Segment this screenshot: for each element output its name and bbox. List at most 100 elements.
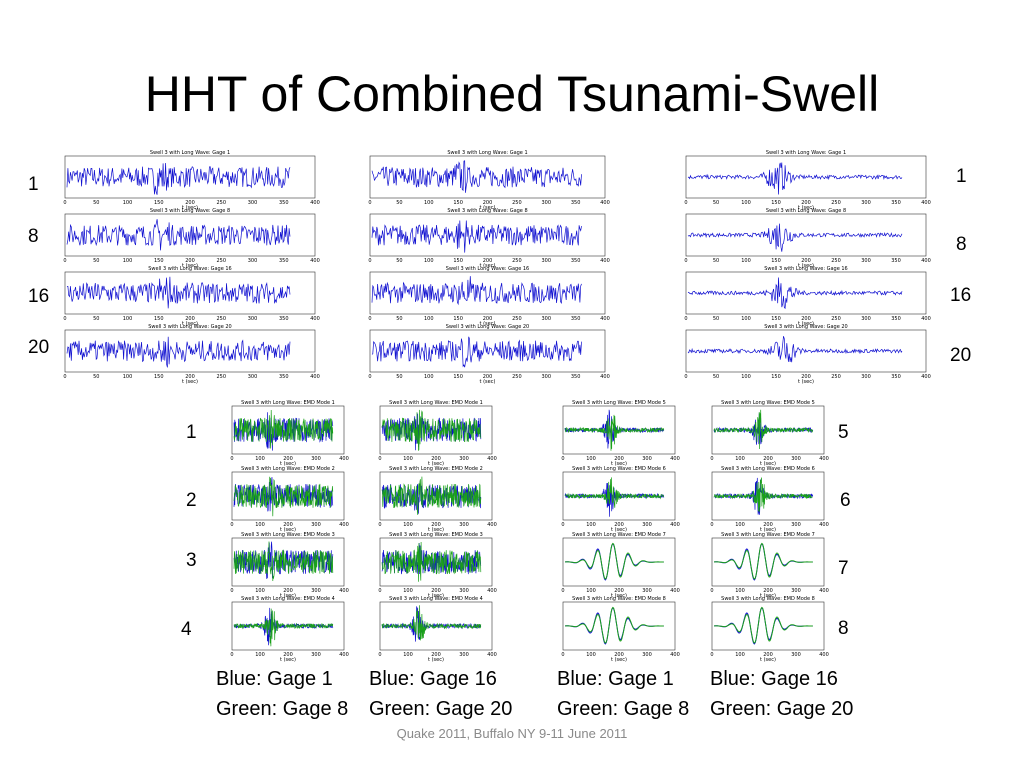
mode-panel-3-c1-xtick-label: 400 [339,588,349,594]
slide-footer: Quake 2011, Buffalo NY 9-11 June 2011 [396,726,628,741]
mode-panel-6-c1-xlabel: t (sec) [611,527,627,533]
gage-label-right-8: 8 [956,234,967,255]
mode-panel-1-c1-series-green [233,409,334,449]
gage-panel-r3-c2-xtick-label: 250 [512,316,522,322]
mode-panel-1-c2-xtick-label: 300 [459,456,469,462]
mode-panel-2-c1-xtick-label: 300 [311,522,321,528]
gage-panel-r3-c2-xtick-label: 200 [483,316,493,322]
gage-panel-r1-c2-title: Swell 3 with Long Wave: Gage 1 [447,150,527,156]
gage-panel-r2-c2-xtick-label: 200 [483,258,493,264]
mode-panel-2-c2-xlabel: t (sec) [428,527,444,533]
gage-panel-r1-c3-title: Swell 3 with Long Wave: Gage 1 [766,150,846,156]
gage-panel-r4-c3-xtick-label: 350 [891,374,901,380]
mode-panel-4-c2-xtick-label: 200 [431,652,441,658]
gage-panel-r1-c2-xtick-label: 250 [512,200,522,206]
gage-panel-r1-c3-xtick-label: 300 [861,200,871,206]
mode-panel-6-c1-series-green [565,477,665,508]
gage-panel-r2-c3-xtick-label: 400 [921,258,931,264]
mode-panel-4-c1-xtick-label: 100 [255,652,265,658]
gage-panel-r4-c1-title: Swell 3 with Long Wave: Gage 20 [148,324,232,330]
gage-panel-r2-c2-series-blue [371,220,582,253]
gage-panel-r1-c3-xtick-label: 0 [684,200,687,206]
mode-panel-6-c1-title: Swell 3 with Long Wave: EMD Mode 6 [572,466,666,472]
gage-panel-r1-c1-series-blue [66,162,291,195]
gage-panel-r2-c2-xlabel: t (sec) [480,263,496,269]
gage-panel-r1-c1-xtick-label: 300 [248,200,258,206]
gage-panel-r4-c1-xtick-label: 300 [248,374,258,380]
mode-panel-4-c1-series-green [233,608,334,647]
legend-1: Blue: Gage 1 Green: Gage 8 [216,664,348,724]
mode-panel-7-c2-xtick-label: 400 [819,588,829,594]
gage-panel-r2-c3-series-blue [687,223,903,252]
mode-panel-5-c1-xtick-label: 0 [561,456,564,462]
gage-panel-r1-c1-xlabel: t (sec) [182,205,198,211]
gage-panel-r4-c2-xtick-label: 250 [512,374,522,380]
gage-panel-r2-c3-xlabel: t (sec) [798,263,814,269]
mode-panel-7-c2-xtick-label: 0 [710,588,713,594]
gage-panel-r2-c2-xtick-label: 400 [600,258,610,264]
mode-panel-3-c2-xtick-label: 100 [403,588,413,594]
mode-panel-5-c1-xtick-label: 300 [642,456,652,462]
mode-panel-6-c1-xtick-label: 300 [642,522,652,528]
mode-panel-7-c1-xtick-label: 300 [642,588,652,594]
mode-label-5: 5 [838,422,849,443]
gage-panel-r2-c3-xtick-label: 50 [713,258,719,264]
gage-label-left-16: 16 [28,286,50,307]
gage-panel-r4-c3-xtick-label: 150 [771,374,781,380]
gage-panel-r3-c3-xtick-label: 250 [831,316,841,322]
legend-3: Blue: Gage 1 Green: Gage 8 [557,664,689,724]
gage-panel-r3-c3-title: Swell 3 with Long Wave: Gage 16 [764,266,848,272]
mode-panel-8-c1-title: Swell 3 with Long Wave: EMD Mode 8 [572,596,666,602]
mode-label-6: 6 [840,490,851,511]
mode-panel-2-c2-series-green [381,476,482,515]
gage-panel-r1-c1-xtick-label: 400 [310,200,320,206]
mode-panel-5-c2-xtick-label: 300 [791,456,801,462]
mode-panel-3-c1-xtick-label: 0 [230,588,233,594]
gage-panel-r3-c1-xtick-label: 50 [93,316,99,322]
gage-panel-r1-c2-xtick-label: 0 [368,200,371,206]
mode-panel-1-c2-series-green [381,409,482,451]
mode-panel-4-c2-xtick-label: 400 [487,652,497,658]
gage-panel-r4-c2-xtick-label: 0 [368,374,371,380]
mode-panel-7-c1-xtick-label: 0 [561,588,564,594]
gage-panel-r4-c3-xtick-label: 200 [801,374,811,380]
gage-panel-r4-c3-title: Swell 3 with Long Wave: Gage 20 [764,324,848,330]
gage-panel-r1-c2-series-blue [371,160,582,193]
gage-panel-r1-c2-xtick-label: 400 [600,200,610,206]
mode-panel-5-c2-title: Swell 3 with Long Wave: EMD Mode 5 [721,400,815,406]
gage-panel-r1-c2-xlabel: t (sec) [480,205,496,211]
gage-panel-r3-c3-xtick-label: 0 [684,316,687,322]
mode-panel-1-c1-series-blue [233,412,334,451]
gage-panel-r4-c3-xtick-label: 100 [741,374,751,380]
mode-panel-5-c1-series-green [564,414,665,451]
legend-1-line2: Green: Gage 8 [216,698,349,720]
mode-panel-7-c1-xtick-label: 200 [614,588,624,594]
mode-panel-1-c1-xtick-label: 300 [311,456,321,462]
mode-panel-7-c1-title: Swell 3 with Long Wave: EMD Mode 7 [572,532,666,538]
gage-panel-r3-c3-xtick-label: 100 [741,316,751,322]
mode-panel-3-c2-xtick-label: 200 [431,588,441,594]
mode-panel-7-c1-series-green [565,542,664,580]
mode-panel-2-c2-xtick-label: 200 [431,522,441,528]
mode-panel-5-c2-series-green [713,409,814,450]
gage-panel-r3-c3-xtick-label: 350 [891,316,901,322]
gage-panel-r4-c2-title: Swell 3 with Long Wave: Gage 20 [446,324,530,330]
gage-panel-r4-c3-xtick-label: 0 [684,374,687,380]
gage-panel-r3-c2-xlabel: t (sec) [480,321,496,327]
mode-panel-6-c2-xtick-label: 400 [819,522,829,528]
gage-panel-r2-c3-xtick-label: 250 [831,258,841,264]
gage-panel-r3-c3-xlabel: t (sec) [798,321,814,327]
gage-label-left-8: 8 [28,226,39,247]
mode-panel-3-c1-xlabel: t (sec) [280,593,296,599]
gage-panel-r4-c1-xtick-label: 150 [154,374,164,380]
mode-panel-4-c1-xlabel: t (sec) [280,657,296,663]
gage-panel-r1-c3-xtick-label: 200 [801,200,811,206]
mode-panel-3-c2-xtick-label: 300 [459,588,469,594]
mode-panel-2-c1-xlabel: t (sec) [280,527,296,533]
gage-panel-r4-c2-xtick-label: 200 [483,374,493,380]
gage-panel-r3-c1-xtick-label: 250 [216,316,226,322]
gage-panel-r1-c1-xtick-label: 0 [63,200,66,206]
mode-panel-8-c2-series-green [714,606,813,644]
gage-panel-r1-c3-xtick-label: 50 [713,200,719,206]
